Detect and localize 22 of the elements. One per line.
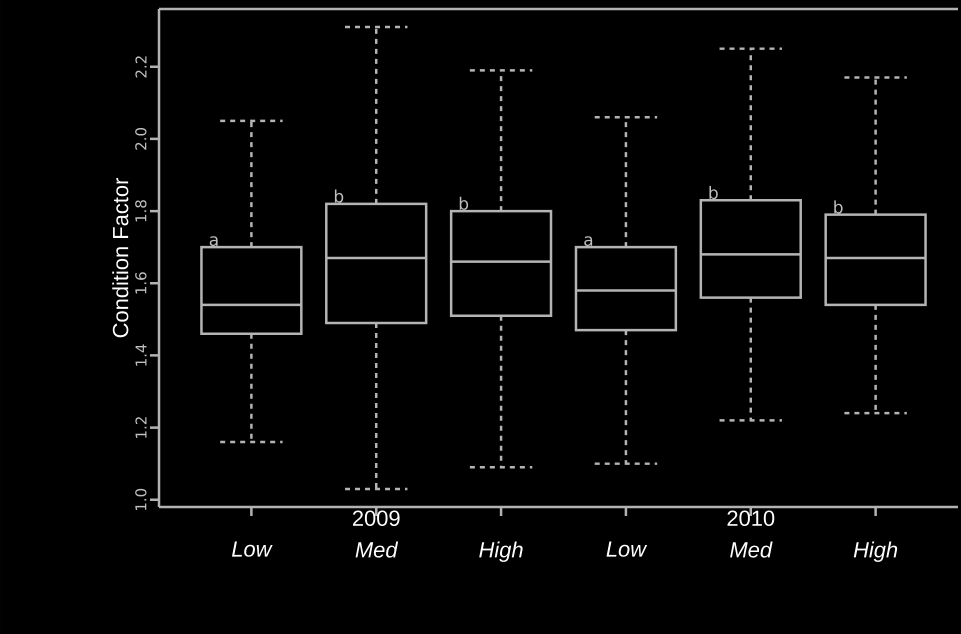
y-tick-label: 1.2 [135, 417, 146, 438]
annotation: a [210, 236, 218, 246]
annotation: b [334, 190, 344, 203]
y-tick-label: 2.0 [135, 128, 146, 150]
annotation: b [709, 186, 718, 200]
x-tick-label: Low [232, 542, 273, 557]
y-tick-label: 1.0 [135, 488, 146, 510]
y-tick-label: 1.6 [135, 272, 146, 294]
y-axis-title: Condition Factor [112, 178, 128, 338]
y-tick-label: 1.8 [135, 200, 146, 222]
x-tick-label: Med [356, 542, 398, 558]
x-tick-label: High [479, 542, 523, 562]
annotation: b [460, 196, 468, 210]
y-tick-label: 2.2 [135, 56, 146, 78]
x-tick-label: Low [606, 542, 648, 557]
text: 2009 [352, 510, 400, 526]
annotation: a [584, 236, 592, 246]
x-tick-label: Med [730, 542, 773, 558]
y-tick-label: 1.4 [136, 344, 146, 366]
text: 2010 [727, 510, 774, 526]
x-tick-label: High [854, 542, 898, 562]
annotation: b [834, 200, 843, 214]
